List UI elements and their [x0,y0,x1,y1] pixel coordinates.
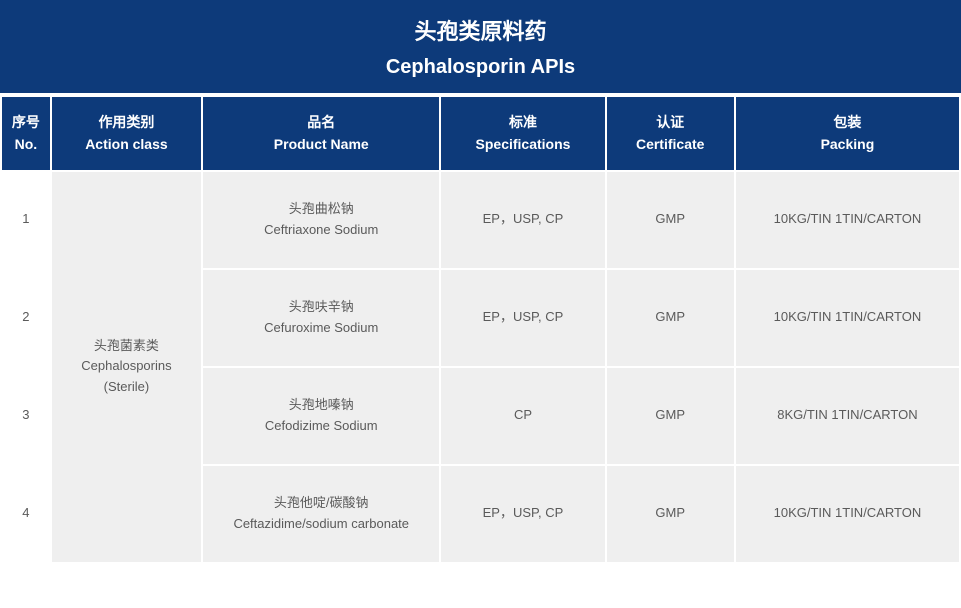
cell-cert: GMP [607,270,734,366]
cell-pack: 10KG/TIN 1TIN/CARTON [736,172,959,268]
table-row: 1 头孢菌素类 Cephalosporins (Sterile) 头孢曲松钠 C… [2,172,959,268]
header-row: 序号 No. 作用类别 Action class 品名 Product Name… [2,97,959,170]
cell-spec: EP，USP, CP [441,270,604,366]
cell-no: 4 [2,466,50,562]
cell-spec: EP，USP, CP [441,172,604,268]
cell-no: 1 [2,172,50,268]
api-table: 序号 No. 作用类别 Action class 品名 Product Name… [0,95,961,564]
col-header-no: 序号 No. [2,97,50,170]
cell-product-name: 头孢呋辛钠 Cefuroxime Sodium [203,270,439,366]
table-container: 头孢类原料药 Cephalosporin APIs 序号 No. 作用类别 Ac… [0,0,961,564]
cell-spec: CP [441,368,604,464]
cell-no: 3 [2,368,50,464]
col-header-pack: 包装 Packing [736,97,959,170]
cell-product-name: 头孢地嗪钠 Cefodizime Sodium [203,368,439,464]
col-header-spec: 标准 Specifications [441,97,604,170]
title-block: 头孢类原料药 Cephalosporin APIs [0,0,961,95]
title-zh: 头孢类原料药 [0,14,961,46]
title-en: Cephalosporin APIs [0,56,961,79]
cell-pack: 10KG/TIN 1TIN/CARTON [736,270,959,366]
cell-product-name: 头孢曲松钠 Ceftriaxone Sodium [203,172,439,268]
cell-pack: 8KG/TIN 1TIN/CARTON [736,368,959,464]
cell-cert: GMP [607,368,734,464]
cell-cert: GMP [607,172,734,268]
cell-product-name: 头孢他啶/碳酸钠 Ceftazidime/sodium carbonate [203,466,439,562]
cell-action-group: 头孢菌素类 Cephalosporins (Sterile) [52,172,201,562]
cell-cert: GMP [607,466,734,562]
cell-pack: 10KG/TIN 1TIN/CARTON [736,466,959,562]
col-header-action: 作用类别 Action class [52,97,201,170]
col-header-cert: 认证 Certificate [607,97,734,170]
cell-spec: EP，USP, CP [441,466,604,562]
cell-no: 2 [2,270,50,366]
col-header-name: 品名 Product Name [203,97,439,170]
